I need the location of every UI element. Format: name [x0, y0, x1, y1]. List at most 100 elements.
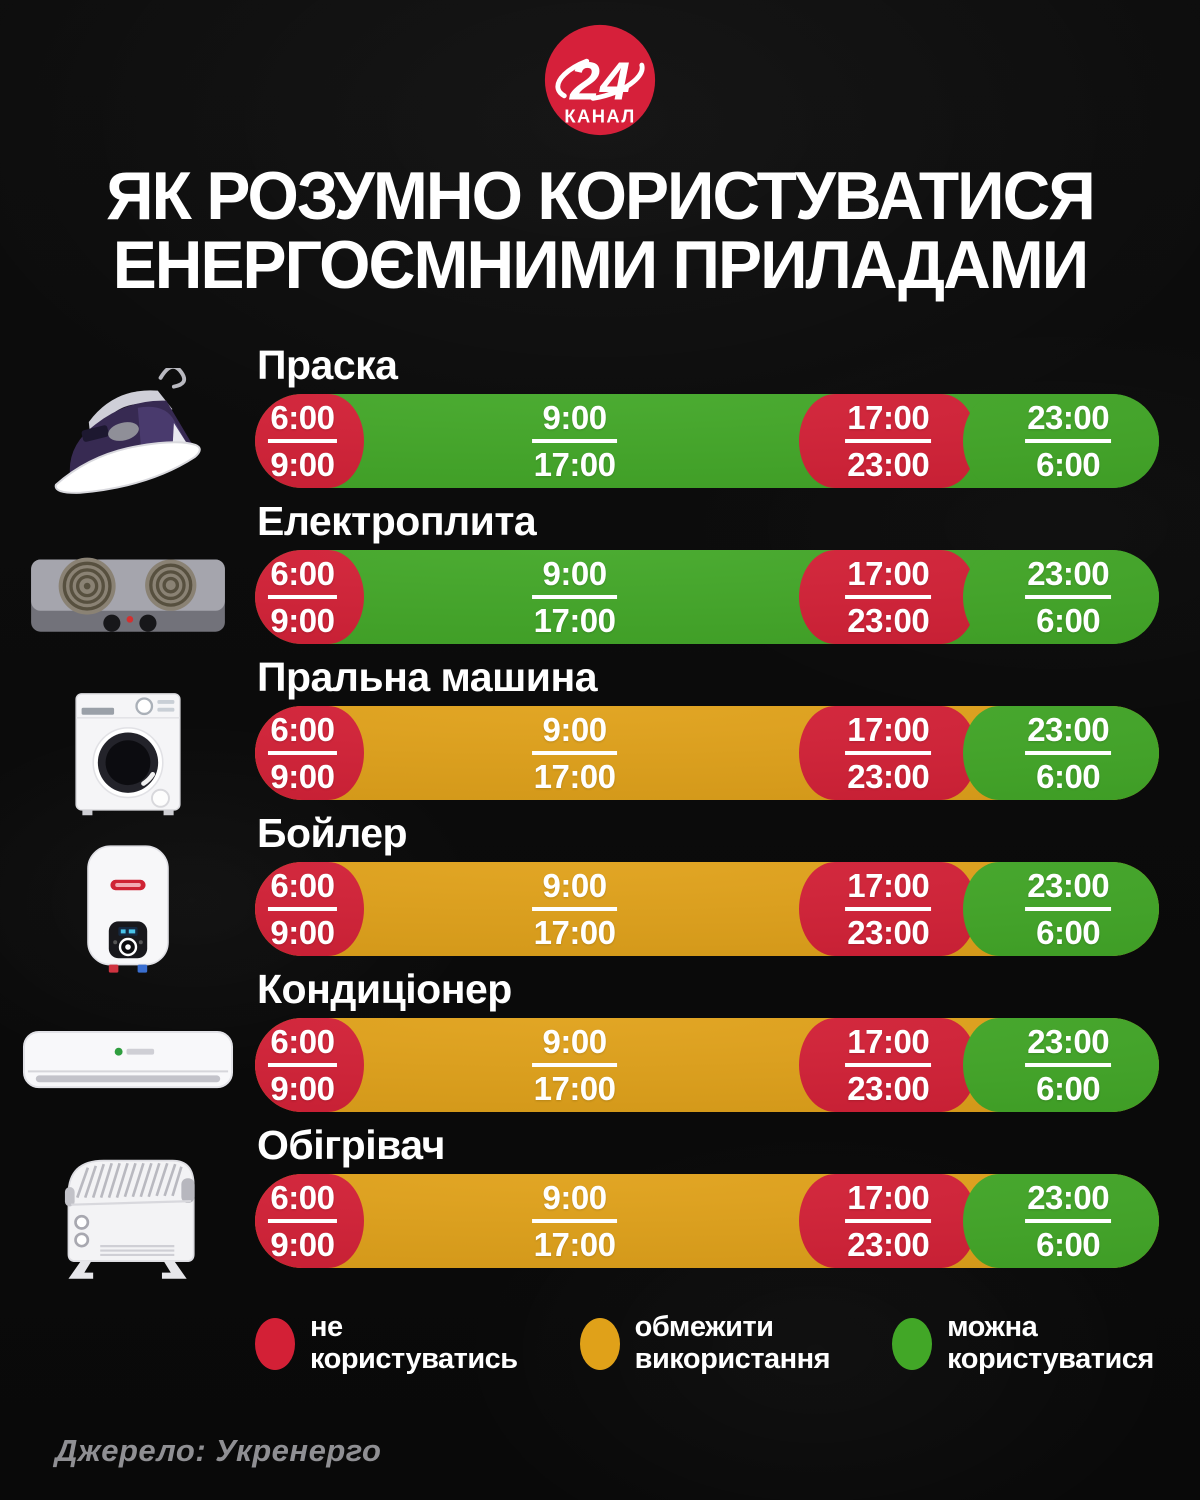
- time-end: 17:00: [533, 1226, 616, 1264]
- legend: не користуватись обмежити використання м…: [255, 1311, 1160, 1375]
- time-range: 6:00 9:00: [268, 869, 337, 952]
- time-range: 6:00 9:00: [268, 557, 337, 637]
- time-range: 17:00 23:00: [845, 401, 932, 484]
- page-title-line-1: ЯК РОЗУМНО КОРИСТУВАТИСЯ: [106, 158, 1096, 234]
- appliance-content: Бойлер 6:00 9:00 9:00 17:00 17:00 23:00 23:00 6…: [255, 810, 1200, 957]
- stove-image: [28, 550, 228, 645]
- time-range: 9:00 17:00: [531, 869, 618, 952]
- appliance-row: Кондиціонер 6:00 9:00 9:00 17:00 17:00 23:00 2…: [0, 968, 1200, 1113]
- appliance-row: Електроплита 6:00 9:00 9:00 17:00 17:00 23:00…: [0, 498, 1200, 645]
- time-end: 9:00: [270, 914, 335, 952]
- time-range: 23:00 6:00: [1025, 557, 1112, 640]
- page-title-line-2: ЕНЕРГОЄМНИМИ ПРИЛАДАМИ: [112, 227, 1089, 303]
- time-end: 17:00: [533, 1070, 616, 1108]
- channel-24-logo: 24 КАНАЛ: [542, 22, 658, 138]
- time-start: 17:00: [845, 713, 932, 756]
- time-end: 23:00: [847, 1070, 930, 1108]
- time-range: 9:00 17:00: [531, 713, 618, 796]
- ac-image: [22, 1028, 234, 1102]
- heater-image: [42, 1148, 214, 1294]
- appliance-content: Пральна машина 6:00 9:00 9:00 17:00 17:00 23:…: [255, 654, 1200, 801]
- time-start: 6:00: [268, 401, 337, 444]
- time-range: 23:00 6:00: [1025, 1181, 1112, 1264]
- appliance-row: Обігрівач 6:00 9:00 9:00 17:00 17:00 23:00 23:…: [0, 1124, 1200, 1281]
- time-range: 23:00 6:00: [1025, 1025, 1112, 1108]
- time-range: 17:00 23:00: [845, 713, 932, 793]
- time-range: 6:00 9:00: [268, 713, 337, 796]
- time-start: 23:00: [1025, 869, 1112, 912]
- time-start: 23:00: [1025, 1181, 1112, 1224]
- appliance-title: Праска: [257, 342, 398, 388]
- logo-label: КАНАЛ: [564, 106, 635, 127]
- legend-line-1: можна: [947, 1311, 1038, 1344]
- logo-swoosh: [555, 52, 645, 102]
- legend-dot: [579, 1317, 620, 1370]
- time-end: 9:00: [270, 758, 335, 796]
- time-range: 6:00 9:00: [268, 1181, 337, 1261]
- timeline-bar: 6:00 9:00 9:00 17:00 17:00 23:00 23:00 6:00: [255, 550, 1159, 645]
- time-end: 6:00: [1036, 1226, 1101, 1264]
- time-start: 6:00: [268, 713, 337, 756]
- legend-line-2: користуватись: [310, 1342, 518, 1375]
- appliance-content: Кондиціонер 6:00 9:00 9:00 17:00 17:00 23:00 2…: [255, 968, 1200, 1113]
- legend-line-2: використання: [634, 1342, 831, 1375]
- legend-label: не користуватись: [310, 1311, 518, 1375]
- time-range: 23:00 6:00: [1025, 869, 1112, 952]
- time-range: 6:00 9:00: [268, 401, 337, 484]
- time-start: 9:00: [531, 557, 618, 600]
- appliance-row: Бойлер 6:00 9:00 9:00 17:00 17:00 23:00 23:00 6…: [0, 810, 1200, 974]
- time-start: 6:00: [268, 557, 337, 600]
- time-range: 17:00 23:00: [845, 1181, 932, 1264]
- appliance-title: Пральна машина: [257, 654, 598, 701]
- time-end: 6:00: [1036, 914, 1101, 952]
- time-end: 23:00: [847, 914, 930, 952]
- time-end: 23:00: [847, 1226, 930, 1264]
- legend-label: обмежити використання: [634, 1311, 831, 1375]
- time-end: 6:00: [1036, 758, 1101, 796]
- appliance-row: Пральна машина 6:00 9:00 9:00 17:00 17:00 23:…: [0, 656, 1200, 800]
- time-start: 9:00: [531, 1181, 618, 1224]
- time-range: 6:00 9:00: [268, 1025, 337, 1105]
- legend-item: обмежити використання: [579, 1311, 831, 1375]
- appliance-row: Праска 6:00 9:00 9:00 17:00 17:00 23:00 23:00 6…: [0, 342, 1200, 504]
- time-start: 9:00: [531, 401, 618, 444]
- time-end: 6:00: [1036, 602, 1101, 640]
- time-range: 17:00 23:00: [845, 1025, 932, 1108]
- time-start: 23:00: [1025, 713, 1112, 756]
- appliance-image-column: [0, 1018, 255, 1112]
- time-range: 9:00 17:00: [531, 1181, 618, 1264]
- appliance-image-column: [0, 367, 255, 504]
- timeline-bar: 6:00 9:00 9:00 17:00 17:00 23:00 23:00 6:00: [255, 1174, 1159, 1269]
- time-start: 23:00: [1025, 557, 1112, 600]
- timeline-bar: 6:00 9:00 9:00 17:00 17:00 23:00 23:00 6:00: [255, 394, 1159, 489]
- time-end: 23:00: [847, 446, 930, 484]
- time-end: 17:00: [533, 602, 616, 640]
- appliance-title: Бойлер: [257, 810, 408, 857]
- time-end: 17:00: [533, 758, 616, 796]
- legend-dot: [255, 1317, 295, 1370]
- legend-item: можна користуватися: [892, 1311, 1154, 1375]
- timeline-bar: 6:00 9:00 9:00 17:00 17:00 23:00 23:00 6:00: [255, 862, 1159, 957]
- time-range: 17:00 23:00: [845, 869, 932, 952]
- appliance-image-column: [0, 1159, 255, 1281]
- source-note: Джерело: Укренерго: [55, 1432, 382, 1468]
- time-range: 17:00 23:00: [845, 557, 932, 637]
- time-end: 17:00: [533, 914, 616, 952]
- time-end: 9:00: [270, 446, 335, 484]
- appliance-image-column: [0, 550, 255, 644]
- time-start: 17:00: [845, 557, 932, 600]
- legend-dot: [892, 1317, 933, 1370]
- legend-line-2: користуватися: [947, 1342, 1154, 1375]
- legend-item: не користуватись: [255, 1311, 518, 1375]
- time-start: 6:00: [268, 1025, 337, 1068]
- time-start: 9:00: [531, 869, 618, 912]
- timeline-bar: 6:00 9:00 9:00 17:00 17:00 23:00 23:00 6:00: [255, 706, 1159, 801]
- time-end: 6:00: [1036, 1070, 1101, 1108]
- appliance-title: Електроплита: [257, 498, 537, 545]
- time-range: 9:00 17:00: [531, 401, 618, 481]
- appliance-content: Праска 6:00 9:00 9:00 17:00 17:00 23:00 23:00 6…: [255, 342, 1200, 489]
- appliance-rows: Праска 6:00 9:00 9:00 17:00 17:00 23:00 23:00 6…: [0, 342, 1200, 1281]
- logo-circle: [544, 24, 656, 136]
- timeline-bar: 6:00 9:00 9:00 17:00 17:00 23:00 23:00 6:00: [255, 1018, 1159, 1113]
- time-range: 23:00 6:00: [1025, 401, 1112, 481]
